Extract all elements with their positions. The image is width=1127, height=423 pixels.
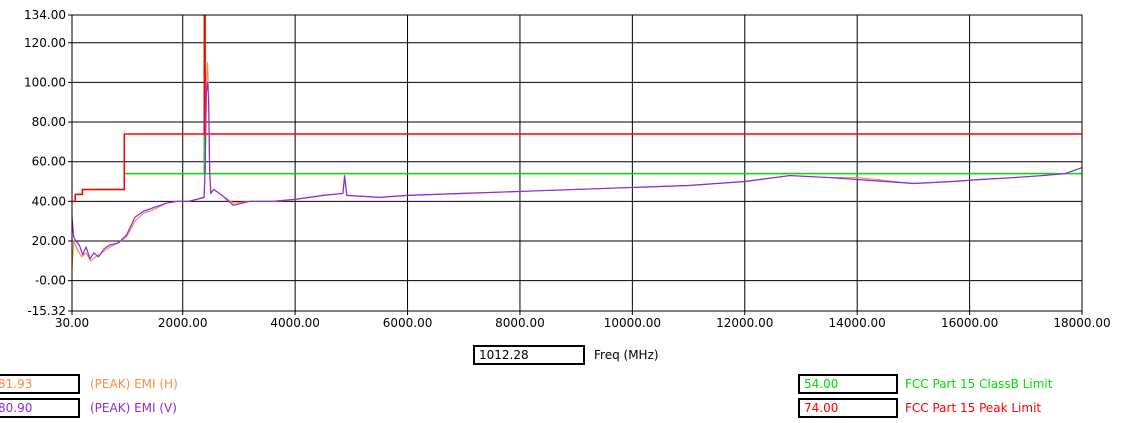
x-tick-label: 14000.00: [829, 316, 886, 330]
tick-layer: 30.00 2000.00 4000.00 6000.00 8000.00 10000.0…: [24, 8, 1111, 330]
x-tick-label: 30.00: [55, 316, 89, 330]
x-tick-label: 8000.00: [495, 316, 545, 330]
y-tick-label: 134.00: [24, 8, 66, 22]
classb-limit-readout: 54.00: [798, 374, 898, 394]
x-tick-label: 4000.00: [270, 316, 320, 330]
cursor-freq-readout[interactable]: 1012.28: [473, 345, 585, 365]
x-tick-label: 12000.00: [716, 316, 773, 330]
x-tick-label: 16000.00: [941, 316, 998, 330]
x-tick-label: 18000.00: [1053, 316, 1110, 330]
peak-limit-readout: 74.00: [798, 398, 898, 418]
y-tick-label: -0.00: [35, 274, 66, 288]
peak-limit-line: [72, 15, 1082, 203]
emi-h-readout: 81.93: [0, 374, 80, 394]
series-layer: [72, 15, 1082, 269]
emi-v-trace: [72, 81, 1082, 260]
x-tick-label: 10000.00: [604, 316, 661, 330]
grid-layer: [72, 15, 1082, 311]
y-tick-label: 20.00: [32, 234, 66, 248]
y-tick-label: 60.00: [32, 155, 66, 169]
y-tick-label: 80.00: [32, 115, 66, 129]
peak-limit-legend-label: FCC Part 15 Peak Limit: [905, 401, 1042, 415]
emi-v-legend-label: (PEAK) EMI (V): [90, 401, 177, 415]
y-tick-label: 120.00: [24, 36, 66, 50]
emi-h-legend-label: (PEAK) EMI (H): [90, 377, 178, 391]
classb-limit-legend-label: FCC Part 15 ClassB Limit: [905, 377, 1053, 391]
plot-frame: [71, 14, 1083, 312]
y-tick-label: 100.00: [24, 75, 66, 89]
x-axis-label: Freq (MHz): [594, 348, 659, 362]
y-tick-label: 40.00: [32, 194, 66, 208]
x-tick-label: 6000.00: [383, 316, 433, 330]
x-tick-label: 2000.00: [158, 316, 208, 330]
emi-h-trace: [72, 61, 1082, 269]
y-tick-label: -15.32: [27, 304, 66, 318]
emi-v-readout: 80.90: [0, 398, 80, 418]
